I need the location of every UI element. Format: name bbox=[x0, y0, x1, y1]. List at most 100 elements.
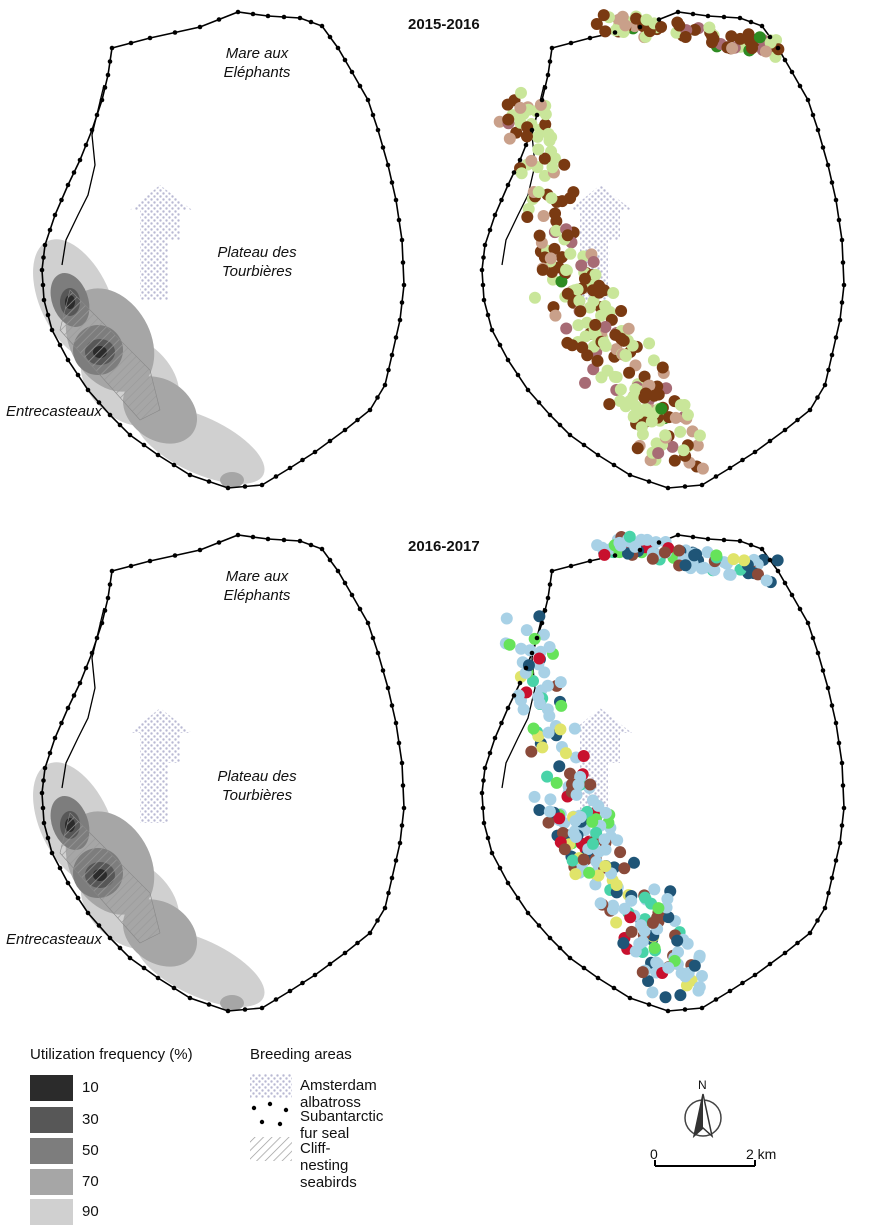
fur-seal-colony-dot bbox=[833, 858, 839, 863]
fur-seal-colony-dot bbox=[117, 945, 123, 951]
fur-seal-colony-dot bbox=[534, 635, 540, 641]
fur-seal-colony-dot bbox=[815, 650, 821, 656]
fur-seal-colony-dot bbox=[841, 282, 847, 288]
label-plateau-des-tourbieres-2: Plateau des Tourbières bbox=[217, 768, 297, 804]
tracking-point bbox=[541, 679, 554, 692]
fur-seal-colony-dot bbox=[612, 30, 618, 35]
fur-seal-colony-dot bbox=[327, 961, 333, 967]
tracking-point bbox=[539, 108, 552, 121]
tracking-point bbox=[610, 916, 623, 929]
fur-seal-colony-dot bbox=[367, 930, 373, 936]
fur-seal-colony-dot bbox=[47, 750, 53, 756]
fur-seal-colony-dot bbox=[287, 465, 293, 471]
fur-seal-colony-dot bbox=[75, 372, 81, 378]
legend-swatch bbox=[30, 1169, 73, 1195]
tracking-point bbox=[680, 979, 693, 992]
tracking-point bbox=[727, 553, 740, 566]
tracking-point bbox=[564, 767, 577, 780]
fur-seal-colony-dot bbox=[479, 267, 485, 273]
tracking-point bbox=[591, 354, 604, 367]
fur-seal-colony-dot bbox=[557, 945, 563, 951]
tracking-point bbox=[658, 546, 671, 559]
tracking-point bbox=[638, 370, 651, 383]
fur-seal-colony-dot bbox=[242, 1007, 248, 1012]
hatch-icon bbox=[250, 1137, 292, 1161]
fur-seal-colony-dot bbox=[342, 57, 348, 63]
tracking-point bbox=[536, 263, 549, 276]
tracking-point bbox=[671, 934, 684, 947]
inland-track bbox=[61, 607, 105, 789]
fur-seal-colony-dot bbox=[767, 438, 773, 444]
fur-seal-colony-dot bbox=[721, 537, 727, 543]
tracking-point bbox=[592, 869, 605, 882]
tracking-point bbox=[618, 862, 631, 875]
fur-seal-colony-dot bbox=[690, 534, 696, 540]
fur-seal-colony-dot bbox=[197, 547, 203, 553]
black-dot-icon bbox=[267, 1101, 273, 1107]
fur-seal-colony-dot bbox=[49, 327, 55, 333]
fur-seal-colony-dot bbox=[265, 536, 271, 542]
fur-seal-colony-dot bbox=[187, 995, 193, 1001]
tracking-point bbox=[753, 31, 766, 44]
tracking-point bbox=[549, 309, 562, 322]
tracking-point bbox=[570, 788, 583, 801]
fur-seal-colony-dot bbox=[319, 546, 325, 552]
fur-seal-colony-dot bbox=[94, 635, 100, 641]
tracking-point bbox=[544, 793, 557, 806]
fur-seal-colony-dot bbox=[568, 40, 574, 46]
tracking-point bbox=[528, 291, 541, 304]
fur-seal-colony-dot bbox=[319, 23, 325, 29]
fur-seal-colony-dot bbox=[99, 97, 105, 103]
tracking-point bbox=[586, 815, 599, 828]
fur-seal-colony-dot bbox=[65, 880, 71, 886]
fur-seal-colony-dot bbox=[47, 227, 53, 233]
fur-seal-colony-dot bbox=[265, 13, 271, 19]
scale-end-label: 2 km bbox=[746, 1146, 777, 1162]
fur-seal-colony-dot bbox=[349, 69, 355, 75]
tracking-point bbox=[734, 32, 747, 45]
fur-seal-colony-dot bbox=[45, 835, 51, 841]
fur-seal-colony-dot bbox=[155, 975, 161, 981]
tracking-point bbox=[564, 247, 577, 260]
fur-seal-colony-dot bbox=[386, 890, 391, 896]
fur-seal-colony-dot bbox=[492, 735, 498, 741]
legend-swatch bbox=[30, 1075, 73, 1101]
albatross-breeding-area bbox=[130, 185, 632, 823]
tracking-point bbox=[724, 568, 737, 581]
tracking-point bbox=[527, 675, 540, 688]
fur-seal-colony-dot bbox=[273, 997, 279, 1002]
fur-seal-colony-dot bbox=[759, 23, 765, 29]
fur-seal-colony-dot bbox=[273, 474, 279, 479]
fur-seal-colony-dot bbox=[141, 442, 147, 448]
tracking-point bbox=[589, 318, 602, 331]
fur-seal-colony-dot bbox=[782, 427, 788, 433]
fur-seal-colony-dot bbox=[682, 484, 688, 489]
tracking-point bbox=[624, 394, 637, 407]
tracking-point bbox=[527, 722, 540, 735]
fur-seal-colony-dot bbox=[399, 760, 405, 766]
tracking-point bbox=[614, 846, 627, 859]
fur-seal-colony-dot bbox=[300, 980, 305, 986]
tracking-point bbox=[599, 806, 612, 819]
fur-seal-colony-dot bbox=[656, 540, 662, 545]
tracking-point bbox=[550, 224, 563, 237]
tracking-point bbox=[625, 894, 638, 907]
tracking-point bbox=[597, 9, 610, 22]
fur-seal-colony-dot bbox=[480, 805, 486, 811]
north-arrow-shade bbox=[694, 1094, 703, 1136]
tracking-point bbox=[590, 826, 603, 839]
label-mare-aux-elephants: Mare aux Eléphants bbox=[223, 45, 291, 81]
tracking-point bbox=[573, 294, 586, 307]
fur-seal-colony-dot bbox=[833, 335, 839, 340]
fur-seal-colony-dot bbox=[71, 170, 77, 175]
fur-seal-colony-dot bbox=[529, 650, 535, 656]
fur-seal-colony-dot bbox=[59, 720, 64, 726]
fur-seal-colony-dot bbox=[767, 34, 773, 40]
tracking-point bbox=[546, 161, 559, 174]
fur-seal-colony-dot bbox=[335, 568, 341, 574]
fur-seal-colony-dot bbox=[216, 540, 222, 545]
fur-seal-colony-dot bbox=[752, 972, 758, 978]
tracking-point bbox=[751, 568, 764, 581]
tracking-point bbox=[584, 778, 597, 791]
fur-seal-colony-dot bbox=[155, 452, 161, 458]
